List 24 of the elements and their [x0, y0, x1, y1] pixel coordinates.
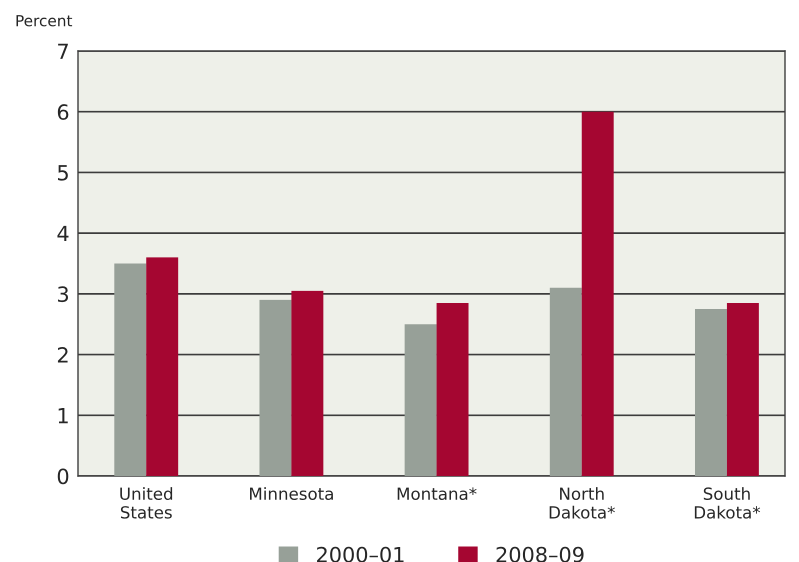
y-tick-label: 4 [57, 226, 68, 242]
y-tick-label: 0 [58, 468, 68, 484]
x-tick-label: Minnesota [250, 487, 333, 500]
bar [114, 264, 146, 476]
y-axis-title: Percent [16, 15, 72, 26]
y-tick-label: 2 [58, 347, 68, 362]
x-tick-label: North Dakota* [550, 487, 615, 519]
x-tick-label: Montana* [398, 487, 477, 500]
x-tick-label: United States [120, 487, 172, 519]
bar [436, 302, 469, 476]
y-tick-label: 5 [58, 165, 68, 181]
y-tick-label: 3 [58, 286, 68, 302]
bar [404, 324, 437, 476]
y-tick-label: 6 [58, 104, 68, 120]
x-tick-label: South Dakota* [694, 487, 760, 519]
bar [291, 290, 324, 476]
bar [146, 257, 178, 476]
y-tick-label: 1 [58, 408, 68, 424]
bar [550, 288, 582, 476]
bar [726, 302, 759, 476]
y-tick-label: 7 [58, 44, 68, 59]
bar [582, 112, 614, 476]
bar [259, 300, 292, 476]
bar [694, 309, 727, 476]
